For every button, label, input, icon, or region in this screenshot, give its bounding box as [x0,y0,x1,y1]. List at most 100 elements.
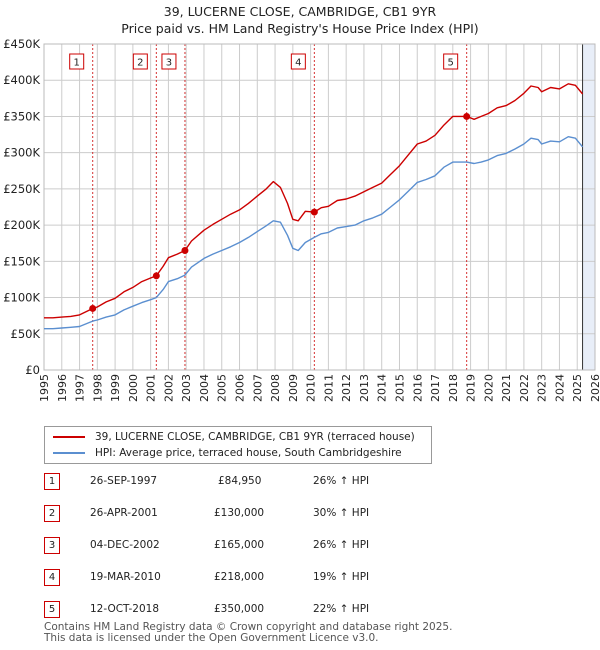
y-tick-label: £100K [3,291,40,305]
sale-number-badge: 5 [44,601,60,618]
x-tick-label: 2018 [447,374,460,402]
x-tick-label: 2007 [251,374,264,402]
table-row: 4 19-MAR-2010 £218,000 19% ↑ HPI [0,568,600,588]
x-tick-label: 2014 [376,374,389,402]
x-tick-label: 2019 [465,374,478,402]
table-row: 5 12-OCT-2018 £350,000 22% ↑ HPI [0,600,600,620]
sale-hpi: 26% ↑ HPI [313,539,370,551]
sale-label: 1 [74,58,80,69]
sale-number-badge: 1 [44,473,60,490]
x-tick-label: 2005 [216,374,229,402]
x-tick-label: 2015 [393,374,406,402]
sale-price: £218,000 [214,571,265,583]
x-tick-label: 2026 [589,374,600,402]
plot-area [44,44,595,370]
footer-license: This data is licensed under the Open Gov… [44,632,379,644]
legend-item-property: 39, LUCERNE CLOSE, CAMBRIDGE, CB1 9YR (t… [53,429,415,445]
sale-price: £350,000 [214,603,265,615]
x-tick-label: 1999 [109,374,122,402]
legend-swatch-property [53,436,85,438]
x-tick-label: 2023 [536,374,549,402]
legend-label-property: 39, LUCERNE CLOSE, CAMBRIDGE, CB1 9YR (t… [95,431,415,443]
series-line-hpi [44,136,584,330]
x-tick-label: 2024 [553,374,566,402]
x-tick-label: 2013 [358,374,371,402]
x-tick-label: 2000 [127,374,140,402]
sale-label: 4 [295,58,301,69]
price-chart: 1 2 3 4 5 £0 £50K £100K £150K £200K £250K £300K £350… [3,37,600,402]
sale-point [463,112,471,120]
sale-date: 19-MAR-2010 [90,571,161,583]
sale-price: £165,000 [214,539,265,551]
sale-point [181,246,189,254]
sale-label-box [132,53,148,70]
legend-swatch-hpi [53,452,85,454]
sale-point [152,272,160,280]
sale-number-badge: 4 [44,569,60,586]
x-tick-label: 2001 [145,374,158,402]
y-tick-label: £300K [3,146,40,160]
footer: Contains HM Land Registry data © Crown c… [44,622,452,644]
footer-copyright: Contains HM Land Registry data © Crown c… [44,621,453,633]
x-tick-label: 2022 [518,374,531,402]
sale-label-box [69,53,85,70]
y-tick-label: £450K [3,37,40,51]
sale-date: 04-DEC-2002 [90,539,160,551]
sale-hpi: 30% ↑ HPI [313,507,370,519]
y-tick-label: £200K [3,218,40,232]
table-row: 3 04-DEC-2002 £165,000 26% ↑ HPI [0,536,600,556]
sale-number-badge: 2 [44,505,60,522]
table-row: 2 26-APR-2001 £130,000 30% ↑ HPI [0,504,600,524]
sale-hpi: 26% ↑ HPI [313,475,370,487]
sale-label-box [161,53,177,70]
x-tick-label: 2017 [429,374,442,402]
legend-item-hpi: HPI: Average price, terraced house, Sout… [53,445,402,461]
chart-subtitle: Price paid vs. HM Land Registry's House … [121,21,479,36]
x-tick-label: 2003 [180,374,193,402]
sale-point [310,208,318,216]
y-tick-label: £350K [3,109,40,123]
y-tick-label: £250K [3,182,40,196]
x-tick-label: 2006 [234,374,247,402]
sale-price: £130,000 [214,507,265,519]
x-tick-label: 2010 [305,374,318,402]
x-tick-label: 2004 [198,374,211,402]
x-tick-label: 2016 [411,374,424,402]
shaded-range [582,44,595,370]
sale-number-badge: 3 [44,537,60,554]
y-tick-label: £150K [3,254,40,268]
sale-label-box [290,53,306,70]
chart-title: 39, LUCERNE CLOSE, CAMBRIDGE, CB1 9YR [163,4,437,19]
x-tick-label: 2021 [500,374,513,402]
x-tick-label: 2020 [482,374,495,402]
x-tick-label: 2002 [162,374,175,402]
sale-hpi: 22% ↑ HPI [313,603,370,615]
sale-label-box [443,53,459,70]
sale-point [89,304,97,312]
x-tick-label: 2012 [340,374,353,402]
x-tick-label: 1998 [91,374,104,402]
sale-label: 2 [137,58,143,69]
x-tick-label: 1997 [74,374,87,402]
y-tick-label: £50K [11,327,41,341]
x-tick-label: 2009 [287,374,300,402]
series-line-property [44,83,584,319]
y-tick-label: £0 [25,363,40,377]
sale-label: 5 [447,58,453,69]
sale-date: 26-SEP-1997 [90,475,158,487]
x-tick-label: 2008 [269,374,282,402]
sale-date: 12-OCT-2018 [90,603,159,615]
table-row: 1 26-SEP-1997 £84,950 26% ↑ HPI [0,472,600,492]
plot-border [43,43,596,371]
x-tick-label: 2011 [322,374,335,402]
sale-date: 26-APR-2001 [90,507,158,519]
x-tick-label: 1995 [38,374,51,402]
y-tick-label: £400K [3,73,40,87]
x-tick-label: 2025 [571,374,584,402]
sale-label: 3 [166,58,172,69]
sale-hpi: 19% ↑ HPI [313,571,370,583]
legend: 39, LUCERNE CLOSE, CAMBRIDGE, CB1 9YR (t… [44,426,432,464]
sale-price: £84,950 [218,475,262,487]
legend-label-hpi: HPI: Average price, terraced house, Sout… [95,447,402,459]
x-tick-label: 1996 [56,374,69,402]
